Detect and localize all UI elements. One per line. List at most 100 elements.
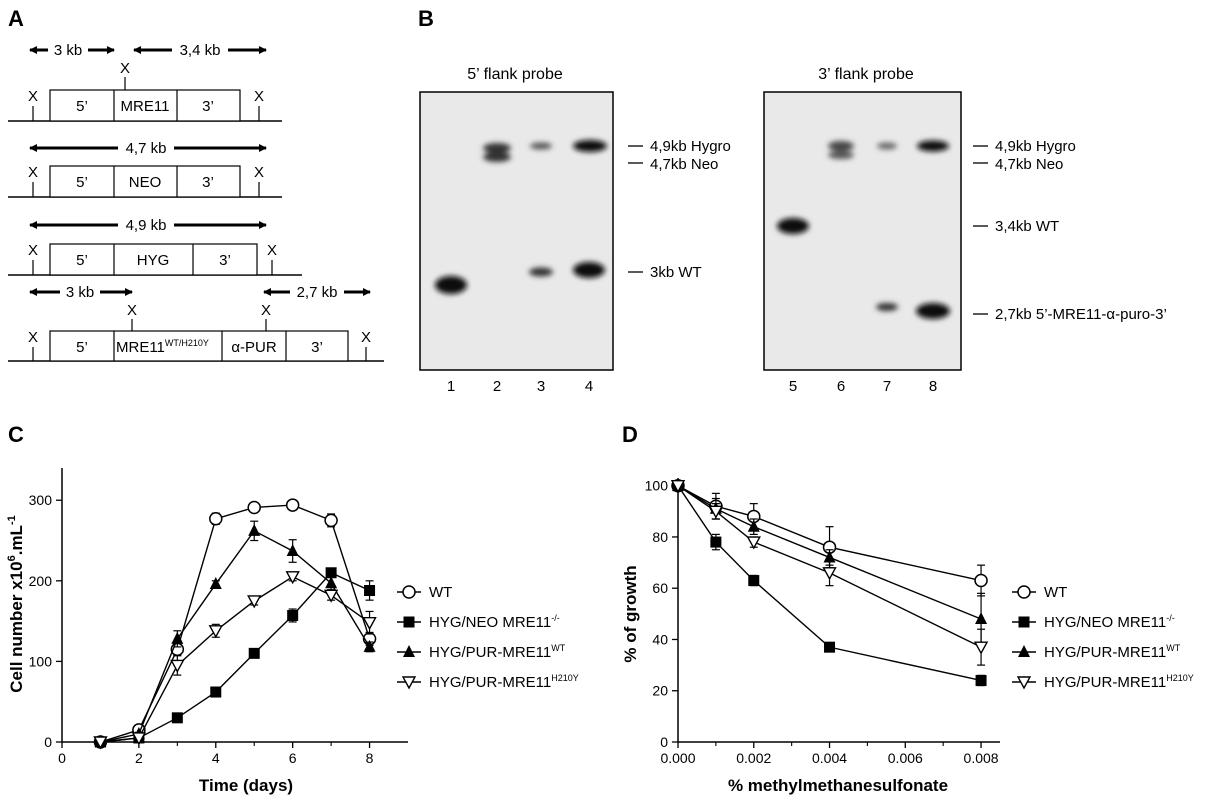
- mms-sensitivity-chart: 0.000 0.002 0.004 0.006 0.008 0 20 40 60 80 100: [645, 478, 1000, 766]
- y-tick-label: 100: [645, 478, 669, 494]
- y-axis-title: Cell number x106.mL-1: [6, 515, 26, 692]
- data-point: [208, 625, 223, 639]
- y-tick-label: 40: [652, 631, 668, 647]
- series-1: [672, 480, 987, 687]
- span-label-bg: [60, 284, 100, 300]
- data-point: [746, 536, 761, 550]
- restriction-site-x: X: [254, 164, 264, 181]
- restriction-site-x: X: [28, 164, 38, 181]
- data-point: [247, 500, 261, 515]
- y-axis-title: % of growth: [621, 565, 640, 662]
- band-group: [777, 140, 950, 319]
- mre11-text: MRE11: [116, 339, 165, 356]
- segment-5prime: 5’: [76, 339, 88, 356]
- data-point: [325, 567, 337, 579]
- span-label-3kb: 3 kb: [66, 284, 94, 301]
- x-tick-label: 4: [212, 750, 220, 766]
- legend-label-text: WT: [429, 584, 452, 601]
- segment-5prime: 5’: [76, 98, 88, 115]
- band-label-wt: 3kb WT: [650, 264, 702, 281]
- data-point: [247, 595, 262, 609]
- segment-5prime: 5’: [76, 252, 88, 269]
- panel-letter-c: C: [8, 422, 24, 447]
- panel-c: C 0 2 4 6 8 0 100 200 300 Time (days) Cell numbe…: [6, 422, 579, 795]
- span-label-3-4kb: 3,4 kb: [180, 42, 221, 59]
- restriction-site-x: X: [254, 88, 264, 105]
- lane-label: 8: [929, 378, 937, 395]
- segment-3prime: 3’: [311, 339, 323, 356]
- segment-mre11-variant: MRE11WT/H210Y: [116, 338, 209, 356]
- series-line: [100, 529, 371, 743]
- series-0: [93, 498, 377, 749]
- band-lane2-neo: [483, 152, 511, 162]
- data-point: [747, 519, 760, 532]
- construct-row-complemented: 3 kb 2,7 kb X X X X 5’ MRE11WT/H210Y α-P…: [8, 284, 384, 362]
- restriction-site-x: X: [127, 302, 137, 319]
- data-point: [822, 567, 837, 581]
- band-label-hygro: 4,9kb Hygro: [995, 138, 1076, 155]
- southern-blot-3prime: 3’ flank probe 5 6 7 8 4,9kb Hygro 4,7kb…: [763, 66, 1167, 395]
- data-point: [210, 686, 222, 698]
- panel-d: D 0.000 0.002 0.004 0.006 0.008020406080100 …: [621, 422, 1194, 795]
- construct-box: [49, 89, 241, 122]
- legend-marker: [1017, 585, 1031, 599]
- band-lane1-wt: [435, 276, 467, 294]
- legend-label-text: HYG/NEO MRE11: [1044, 614, 1166, 631]
- y-tick-label: 100: [29, 653, 53, 669]
- legend-marker: [1016, 676, 1032, 690]
- growth-curve-chart: 0 2 4 6 8 0 100 200 300: [29, 468, 408, 766]
- data-point: [710, 536, 722, 548]
- legend-label-superscript: -/-: [1166, 613, 1175, 623]
- band-lane2-hygro: [483, 143, 511, 153]
- data-point: [975, 674, 987, 686]
- restriction-site-x: X: [267, 242, 277, 259]
- legend-label-superscript: WT: [1166, 643, 1180, 653]
- legend-label: WT: [1044, 584, 1067, 601]
- y-tick-label: 20: [652, 683, 668, 699]
- legend-label: HYG/PUR-MRE11WT: [429, 643, 566, 661]
- band-lane6-hygro: [828, 141, 854, 151]
- segment-3prime: 3’: [202, 174, 214, 191]
- data-point: [748, 575, 760, 587]
- band-lane8-hygro: [917, 140, 949, 152]
- data-point: [670, 479, 686, 494]
- restriction-site-x: X: [261, 302, 271, 319]
- restriction-site-x: X: [28, 242, 38, 259]
- data-point: [287, 609, 299, 621]
- band-lane3-hygro: [530, 142, 552, 150]
- y-tick-label: 60: [652, 580, 668, 596]
- data-point: [824, 641, 836, 653]
- x-tick-label: 0: [58, 750, 66, 766]
- panel-letter-d: D: [622, 422, 638, 447]
- legend-label: HYG/PUR-MRE11H210Y: [429, 673, 579, 691]
- legend-label-superscript: H210Y: [551, 673, 579, 683]
- span-label-bg: [118, 140, 174, 156]
- data-point: [171, 631, 184, 644]
- data-point: [285, 498, 300, 512]
- segment-5prime: 5’: [76, 174, 88, 191]
- band-lane7-hygro: [877, 142, 897, 150]
- data-point: [974, 573, 988, 588]
- legend-marker: [401, 676, 417, 690]
- blot-membrane: [419, 91, 614, 371]
- legend-label: HYG/PUR-MRE11H210Y: [1044, 673, 1194, 691]
- data-point: [323, 589, 339, 603]
- band-label-neo: 4,7kb Neo: [995, 156, 1063, 173]
- lane-label: 1: [447, 378, 455, 395]
- data-point: [285, 571, 300, 585]
- x-tick-label: 2: [135, 750, 143, 766]
- data-point: [171, 712, 183, 724]
- segment-mre11: MRE11: [121, 98, 170, 115]
- x-tick-label: 0.006: [888, 750, 923, 766]
- y-tick-label: 80: [652, 529, 668, 545]
- blot-title-5prime: 5’ flank probe: [467, 66, 563, 83]
- band-lane3-wt: [529, 267, 553, 277]
- southern-blot-5prime: 5’ flank probe 1 2 3 4 4,9kb Hygro 4,7kb…: [419, 66, 731, 395]
- y-tick-label: 0: [44, 734, 52, 750]
- legend-label-text: HYG/PUR-MRE11: [1044, 644, 1166, 661]
- data-point: [325, 576, 338, 589]
- legend-marker: [1018, 616, 1030, 628]
- legend-label-text: HYG/PUR-MRE11: [429, 674, 551, 691]
- legend-label-text: HYG/PUR-MRE11: [429, 644, 551, 661]
